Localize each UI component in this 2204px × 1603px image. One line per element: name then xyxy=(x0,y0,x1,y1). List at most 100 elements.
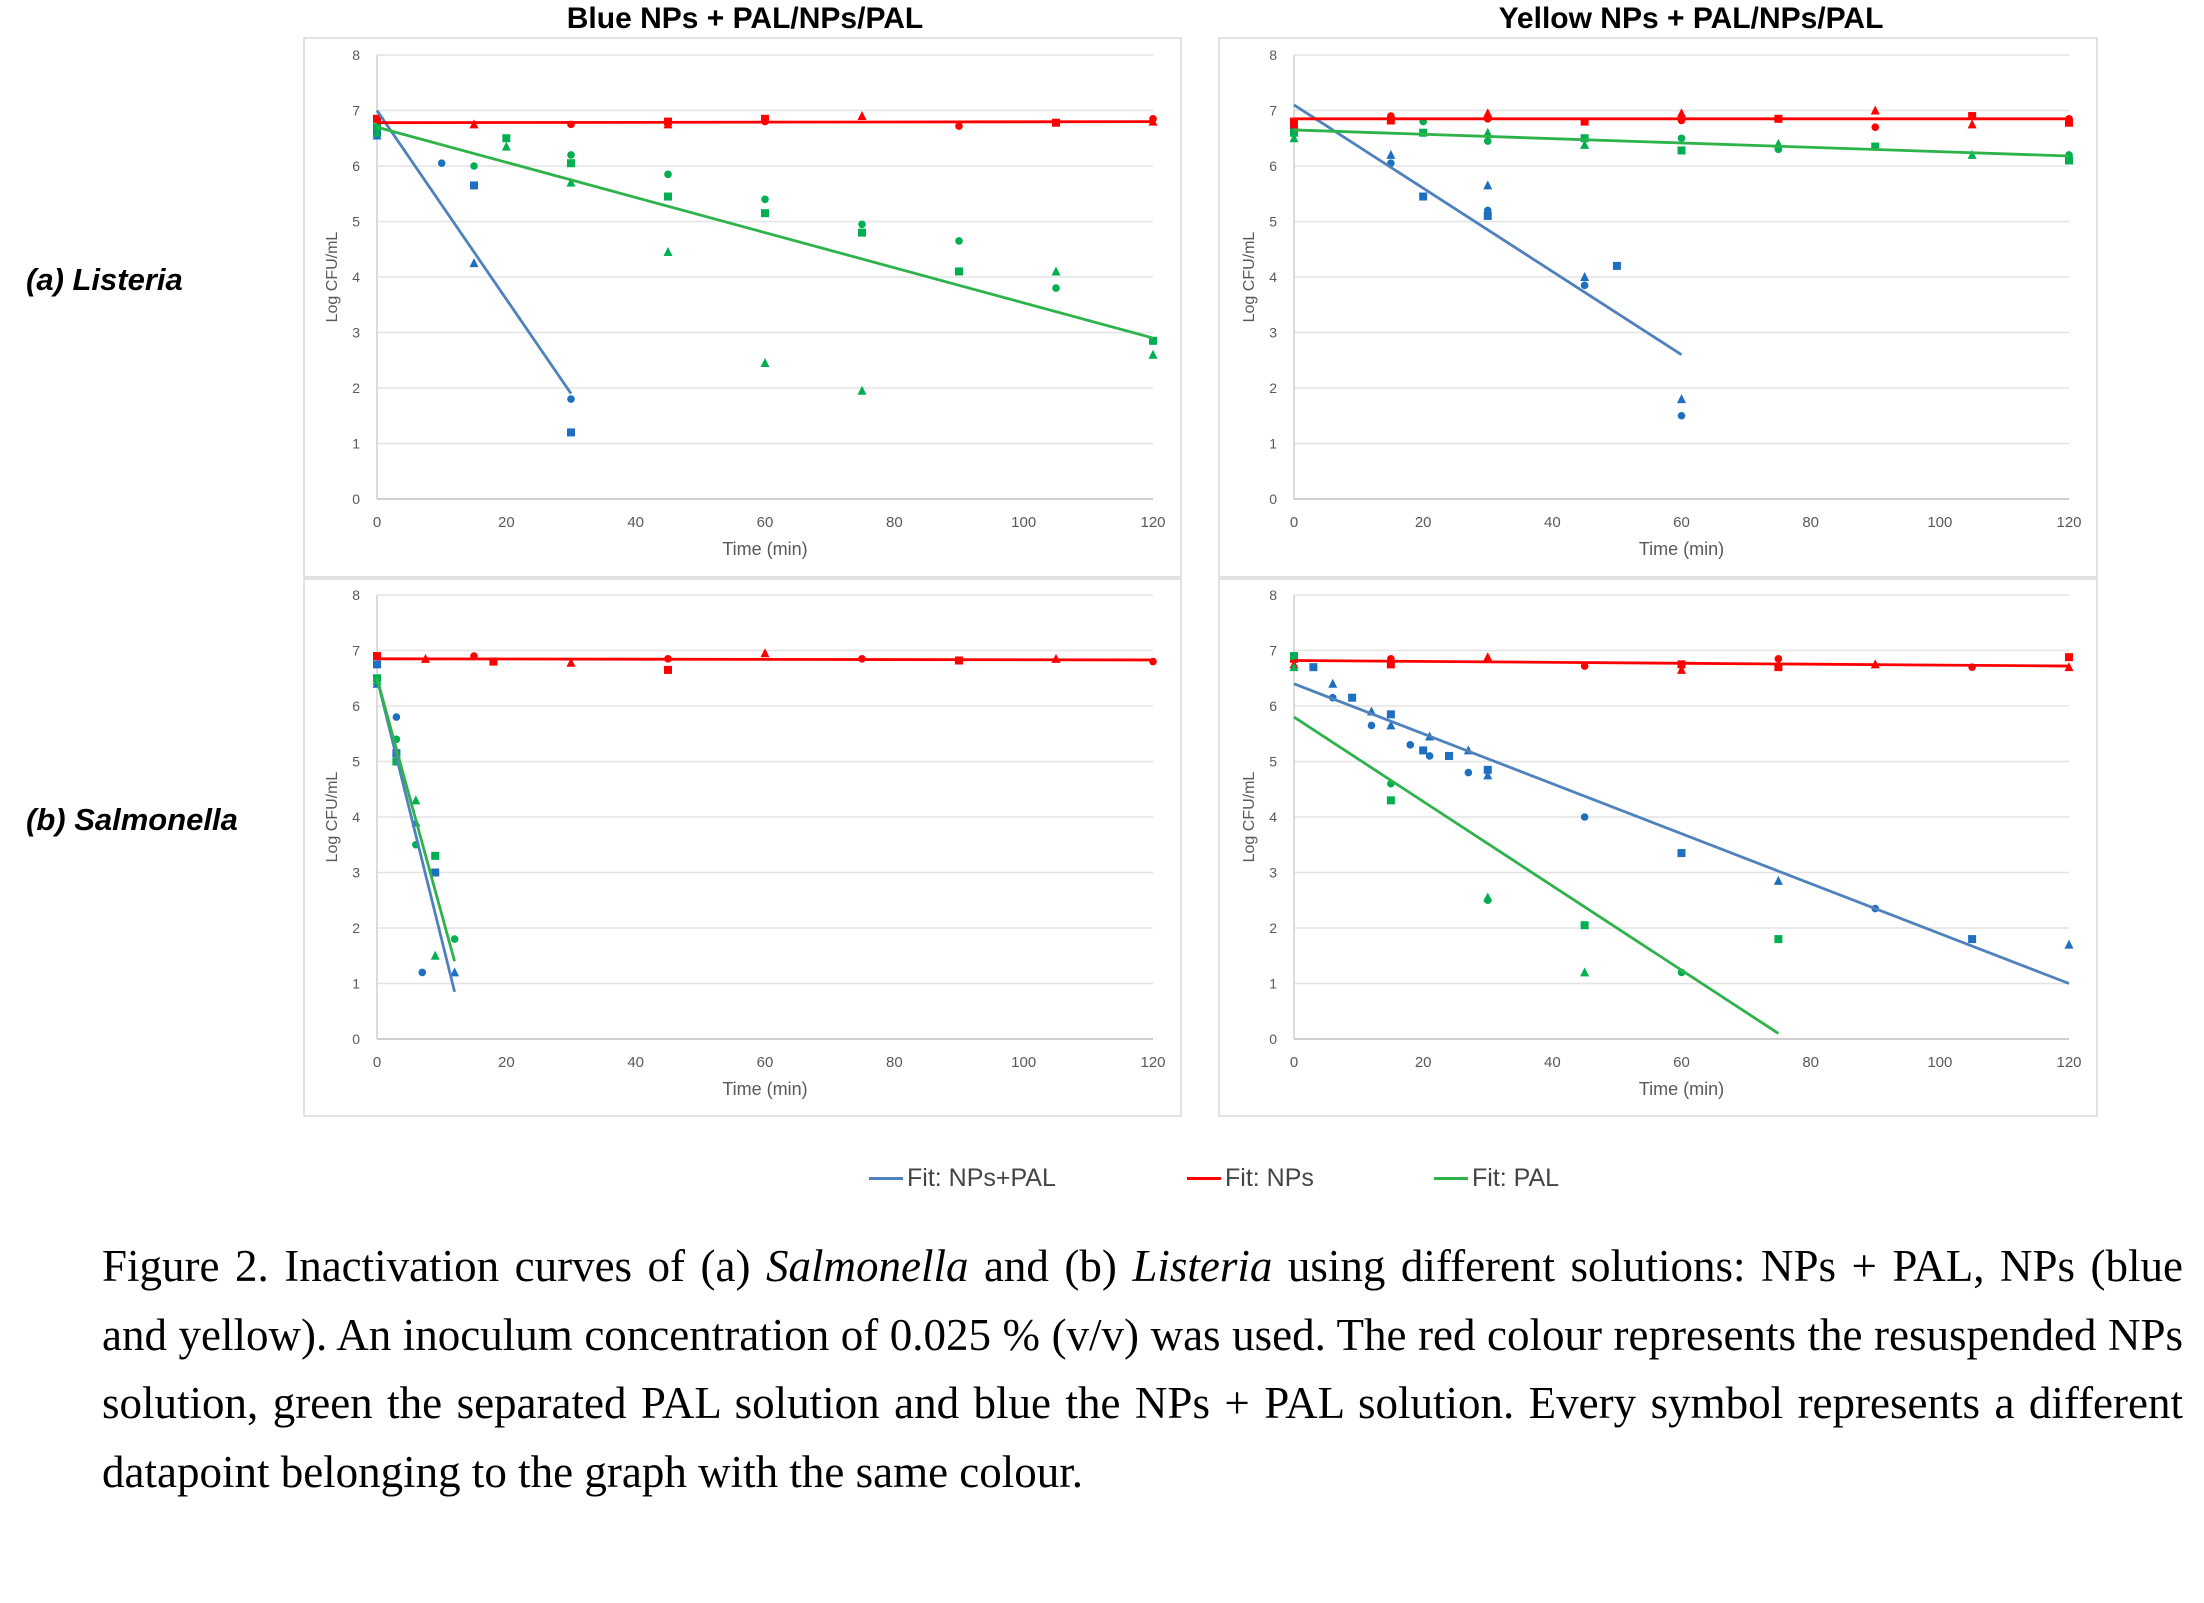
y-tick-label: 4 xyxy=(1269,269,1277,285)
data-point-nps xyxy=(1580,662,1589,670)
legend-label: Fit: PAL xyxy=(1472,1164,1560,1192)
data-point-npspal xyxy=(418,968,427,977)
x-tick-label: 20 xyxy=(498,1054,515,1071)
figure-caption: Figure 2. Inactivation curves of (a) Sal… xyxy=(102,1232,2183,1506)
data-point-nps xyxy=(664,665,672,674)
legend-item-nps: Fit: NPs xyxy=(1187,1164,1314,1193)
data-point-nps xyxy=(761,114,769,123)
data-point-npspal xyxy=(1445,751,1453,760)
data-point-npspal xyxy=(1328,678,1338,688)
data-point-npspal xyxy=(470,181,478,190)
data-point-nps xyxy=(2065,653,2073,662)
fit-line-pal xyxy=(376,125,1154,340)
data-point-npspal xyxy=(1464,768,1473,777)
data-point-npspal xyxy=(1367,721,1376,730)
y-tick-label: 3 xyxy=(352,325,360,341)
y-tick-label: 0 xyxy=(352,1031,360,1047)
caption-part-italic: Salmonella xyxy=(765,1241,969,1291)
data-point-pal xyxy=(1051,266,1061,276)
data-point-npspal xyxy=(1483,180,1493,190)
y-tick-label: 4 xyxy=(352,269,360,285)
y-tick-label: 7 xyxy=(352,643,360,659)
y-tick-label: 4 xyxy=(1269,809,1277,825)
data-point-pal xyxy=(955,237,963,245)
fit-line-pal xyxy=(375,677,456,962)
data-point-pal xyxy=(1580,139,1590,149)
data-point-npspal xyxy=(1386,710,1395,719)
data-point-pal xyxy=(761,209,769,218)
data-point-npspal xyxy=(1773,875,1783,885)
data-point-pal xyxy=(1580,921,1589,930)
data-point-pal xyxy=(760,358,770,368)
row-label-listeria: (a) Listeria xyxy=(26,262,183,297)
y-tick-label: 1 xyxy=(352,976,360,992)
data-point-pal xyxy=(1290,128,1298,137)
x-tick-label: 60 xyxy=(757,514,774,531)
data-point-nps xyxy=(2065,118,2073,127)
data-point-pal xyxy=(858,228,866,237)
data-point-npspal xyxy=(1386,149,1396,159)
y-tick-label: 0 xyxy=(1269,491,1277,507)
data-point-pal xyxy=(1871,142,1880,151)
data-point-npspal xyxy=(1677,394,1686,404)
chart-frame xyxy=(303,37,1182,578)
chart-frame xyxy=(1218,37,2098,578)
x-tick-label: 40 xyxy=(627,1054,644,1071)
legend-item-pal: Fit: PAL xyxy=(1434,1164,1559,1193)
y-tick-label: 7 xyxy=(352,103,360,119)
y-tick-label: 3 xyxy=(1269,325,1277,341)
x-tick-label: 80 xyxy=(1802,1054,1819,1071)
y-tick-label: 4 xyxy=(352,809,360,825)
y-tick-label: 8 xyxy=(352,47,360,63)
data-point-nps xyxy=(373,114,381,123)
fit-line-pal xyxy=(1293,128,2070,158)
data-point-npspal xyxy=(431,868,440,877)
data-point-nps xyxy=(1483,108,1493,118)
y-tick-label: 6 xyxy=(1269,698,1277,714)
x-tick-label: 100 xyxy=(1011,1054,1036,1071)
data-point-npspal xyxy=(1425,752,1434,760)
data-point-nps xyxy=(1774,655,1783,663)
y-tick-label: 6 xyxy=(352,698,360,714)
y-tick-label: 8 xyxy=(1269,47,1277,63)
data-point-nps xyxy=(1483,652,1493,662)
data-point-nps xyxy=(663,119,673,129)
data-point-npspal xyxy=(1677,411,1686,420)
y-tick-label: 6 xyxy=(352,158,360,174)
y-axis-title: Log CFU/mL xyxy=(324,232,341,323)
data-point-pal xyxy=(411,795,421,805)
chart-frame xyxy=(1218,578,2098,1117)
data-point-npspal xyxy=(450,967,460,977)
data-point-pal xyxy=(1483,137,1492,145)
fit-line-nps xyxy=(376,657,1154,662)
x-tick-label: 120 xyxy=(2056,514,2081,531)
data-point-npspal xyxy=(1483,770,1493,780)
legend-swatch-red xyxy=(1187,1177,1221,1180)
x-tick-label: 40 xyxy=(627,514,644,531)
x-tick-label: 100 xyxy=(1011,514,1036,531)
y-axis-title: Log CFU/mL xyxy=(1241,232,1258,323)
fit-line-npspal xyxy=(1293,682,2070,985)
data-point-pal xyxy=(858,220,866,229)
fit-line-pal xyxy=(1293,715,1780,1035)
data-point-pal xyxy=(1483,127,1493,137)
x-tick-label: 20 xyxy=(1415,1054,1432,1071)
x-tick-label: 20 xyxy=(1415,514,1432,531)
data-point-pal xyxy=(567,159,575,168)
data-point-pal xyxy=(431,851,440,860)
y-tick-label: 1 xyxy=(352,436,360,452)
fit-line-nps xyxy=(1293,659,2070,668)
data-point-pal xyxy=(430,950,440,960)
data-point-npspal xyxy=(437,159,446,168)
data-point-nps xyxy=(566,657,576,667)
legend-item-nps-pal: Fit: NPs+PAL xyxy=(869,1164,1056,1193)
data-point-nps xyxy=(1677,664,1686,674)
data-point-nps xyxy=(489,657,498,666)
data-point-nps xyxy=(1386,116,1395,125)
y-tick-label: 7 xyxy=(1269,643,1277,659)
y-tick-label: 1 xyxy=(1269,436,1277,452)
y-tick-label: 5 xyxy=(352,214,360,230)
y-tick-label: 8 xyxy=(1269,587,1277,603)
row-label-salmonella: (b) Salmonella xyxy=(26,802,238,837)
y-tick-label: 2 xyxy=(352,380,360,396)
